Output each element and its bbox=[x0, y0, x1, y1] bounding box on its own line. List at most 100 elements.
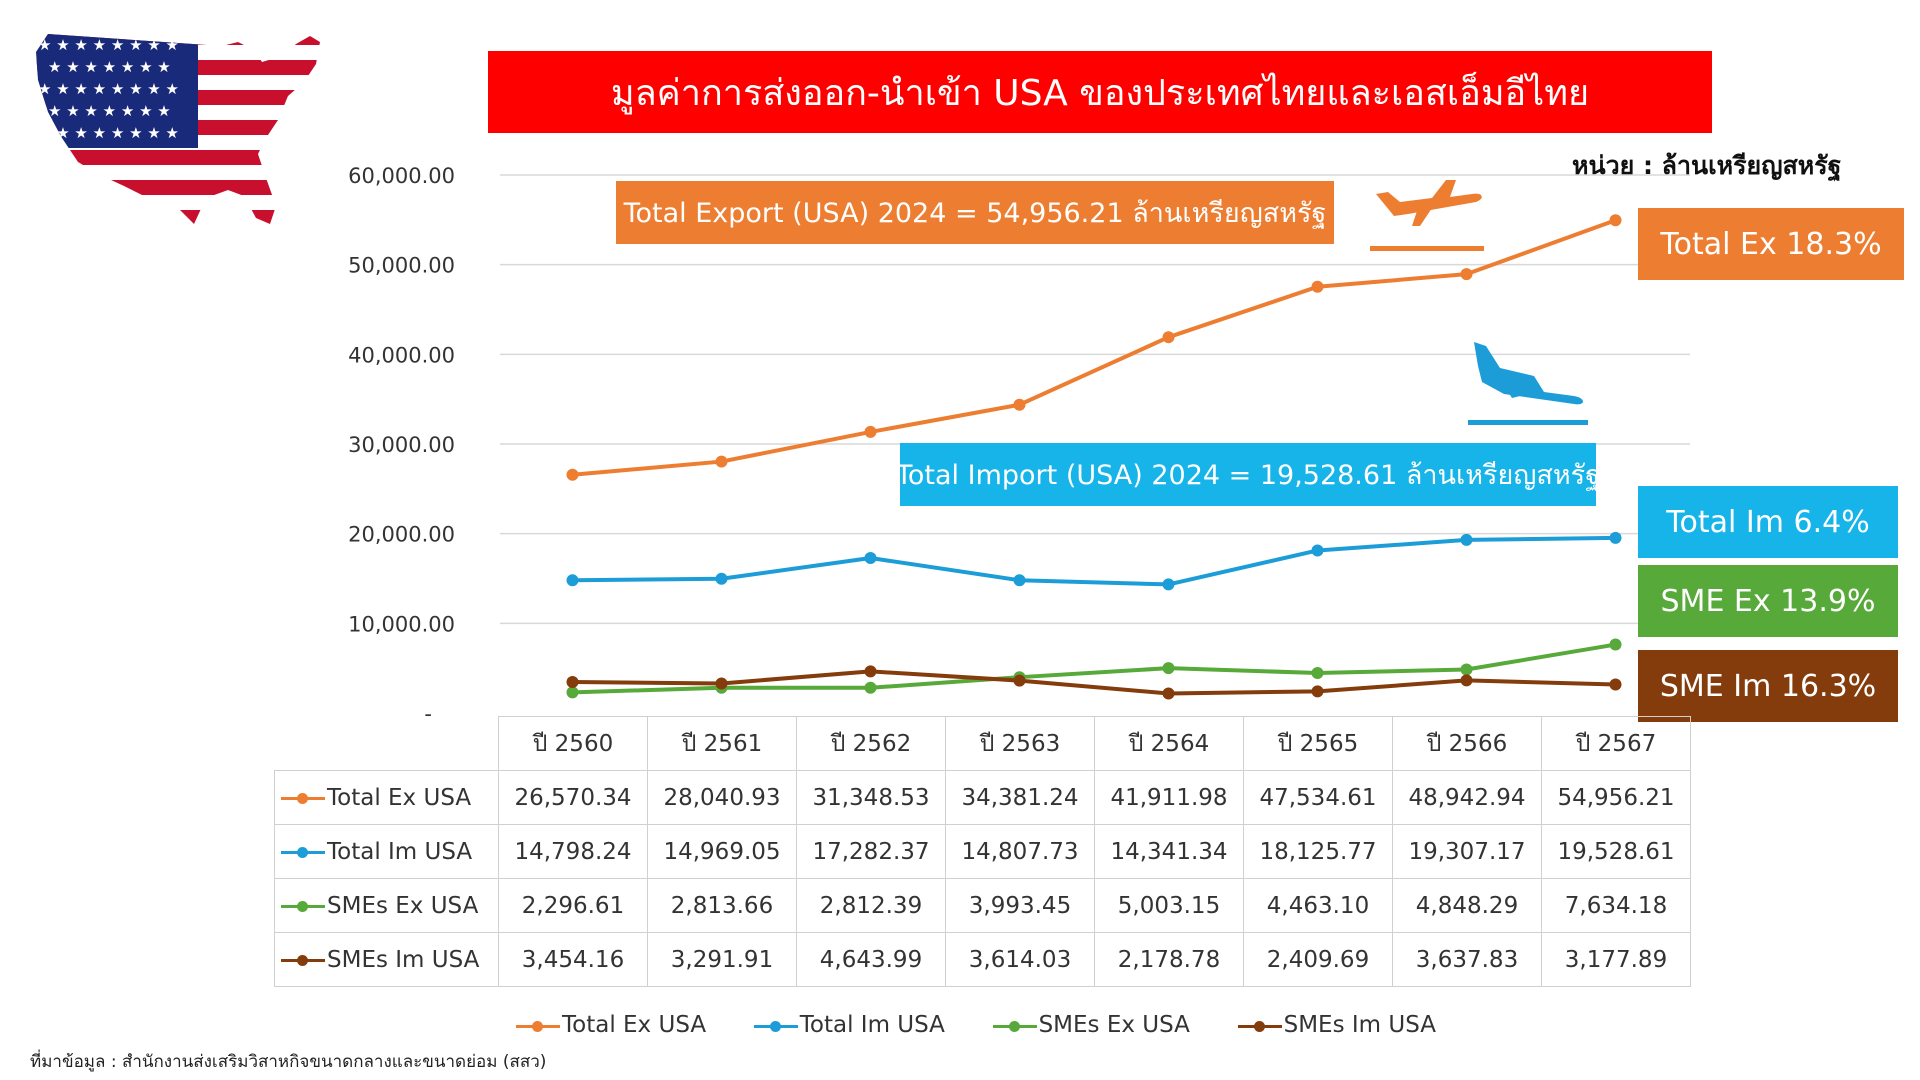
legend-key-icon bbox=[1237, 1020, 1282, 1032]
total-ex-growth-badge: Total Ex 18.3% bbox=[1638, 208, 1904, 280]
svg-text:★ ★ ★ ★ ★ ★ ★: ★ ★ ★ ★ ★ ★ ★ bbox=[48, 58, 171, 76]
svg-text:★ ★ ★ ★ ★ ★ ★: ★ ★ ★ ★ ★ ★ ★ bbox=[48, 102, 171, 120]
data-point bbox=[566, 468, 579, 481]
data-point bbox=[1311, 685, 1324, 698]
data-point bbox=[1013, 574, 1026, 587]
series-key-icon bbox=[281, 954, 325, 966]
data-point bbox=[715, 677, 728, 690]
data-point bbox=[1162, 578, 1175, 591]
data-label: 2,813.66 bbox=[647, 878, 797, 933]
data-point bbox=[1460, 533, 1473, 546]
data-point bbox=[1311, 666, 1324, 679]
data-point bbox=[1162, 662, 1175, 675]
data-table: ปี 2560 ปี 2561 ปี 2562 ปี 2563 ปี 2564 ปี 25… bbox=[274, 716, 1691, 987]
data-label: 3,614.03 bbox=[945, 932, 1095, 987]
data-label: 4,848.29 bbox=[1392, 878, 1542, 933]
y-tick-label: 20,000.00 bbox=[348, 523, 455, 547]
data-label: 14,969.05 bbox=[647, 824, 797, 879]
x-tick-label: ปี 2562 bbox=[796, 716, 946, 771]
series-name: SMEs Ex USA bbox=[327, 892, 479, 919]
airplane-departure-icon bbox=[1370, 180, 1484, 251]
y-tick-label: 10,000.00 bbox=[348, 612, 455, 636]
table-header-row: ปี 2560 ปี 2561 ปี 2562 ปี 2563 ปี 2564 ปี 25… bbox=[274, 716, 1691, 771]
data-label: 2,409.69 bbox=[1243, 932, 1393, 987]
legend-item: SMEs Im USA bbox=[1237, 1012, 1436, 1038]
y-tick-label: 60,000.00 bbox=[348, 164, 455, 188]
data-point bbox=[1311, 544, 1324, 557]
data-point bbox=[864, 665, 877, 678]
legend-item: Total Ex USA bbox=[516, 1012, 706, 1038]
data-point bbox=[864, 425, 877, 438]
legend-item: Total Im USA bbox=[753, 1012, 945, 1038]
y-tick-label: 40,000.00 bbox=[348, 343, 455, 367]
data-label: 31,348.53 bbox=[796, 770, 946, 825]
data-point bbox=[566, 676, 579, 689]
x-tick-label: ปี 2566 bbox=[1392, 716, 1542, 771]
data-point bbox=[1609, 678, 1622, 691]
data-label: 2,178.78 bbox=[1094, 932, 1244, 987]
x-tick-label: ปี 2561 bbox=[647, 716, 797, 771]
data-label: 4,643.99 bbox=[796, 932, 946, 987]
data-label: 54,956.21 bbox=[1541, 770, 1691, 825]
y-tick-label: 30,000.00 bbox=[348, 433, 455, 457]
series-label: Total Im USA bbox=[274, 824, 499, 879]
legend-key-icon bbox=[992, 1020, 1037, 1032]
y-tick-label: - bbox=[424, 702, 432, 726]
series-line-0 bbox=[572, 218, 1617, 477]
data-point bbox=[715, 455, 728, 468]
table-row: SMEs Ex USA 2,296.61 2,813.66 2,812.39 3,993… bbox=[274, 878, 1691, 933]
series-name: SMEs Im USA bbox=[327, 946, 480, 973]
data-label: 19,528.61 bbox=[1541, 824, 1691, 879]
data-label: 3,454.16 bbox=[498, 932, 648, 987]
data-point bbox=[1013, 398, 1026, 411]
data-point bbox=[1609, 638, 1622, 651]
total-im-growth-badge: Total Im 6.4% bbox=[1638, 486, 1898, 558]
series-label: Total Ex USA bbox=[274, 770, 499, 825]
data-point bbox=[1162, 331, 1175, 344]
data-point bbox=[1460, 663, 1473, 676]
table-row: Total Im USA 14,798.24 14,969.05 17,282.37 1… bbox=[274, 824, 1691, 879]
airplane-arrival-icon bbox=[1468, 342, 1588, 425]
series-key-icon bbox=[281, 792, 325, 804]
y-tick-label: 50,000.00 bbox=[348, 254, 455, 278]
sme-im-growth-badge: SME Im 16.3% bbox=[1638, 650, 1898, 722]
sme-ex-growth-badge: SME Ex 13.9% bbox=[1638, 565, 1898, 637]
data-label: 47,534.61 bbox=[1243, 770, 1393, 825]
series-key-icon bbox=[281, 900, 325, 912]
x-tick-label: ปี 2563 bbox=[945, 716, 1095, 771]
chart-legend: Total Ex USA Total Im USA SMEs Ex USA SMEs … bbox=[516, 1012, 1436, 1038]
legend-key-icon bbox=[516, 1020, 560, 1032]
data-point bbox=[864, 681, 877, 694]
series-label: SMEs Ex USA bbox=[274, 878, 499, 933]
data-label: 5,003.15 bbox=[1094, 878, 1244, 933]
series-line-3 bbox=[572, 669, 1616, 696]
data-point bbox=[1609, 531, 1622, 544]
data-point bbox=[1460, 674, 1473, 687]
data-label: 2,296.61 bbox=[498, 878, 648, 933]
import-callout: Total Import (USA) 2024 = 19,528.61 ล้าน… bbox=[896, 443, 1600, 506]
table-corner bbox=[274, 716, 499, 771]
series-name: Total Im USA bbox=[327, 838, 473, 865]
data-point bbox=[1013, 674, 1026, 687]
data-label: 18,125.77 bbox=[1243, 824, 1393, 879]
data-label: 28,040.93 bbox=[647, 770, 797, 825]
svg-text:★ ★ ★ ★ ★ ★ ★ ★: ★ ★ ★ ★ ★ ★ ★ ★ bbox=[38, 124, 179, 142]
data-label: 26,570.34 bbox=[498, 770, 648, 825]
legend-label: SMEs Ex USA bbox=[1038, 1012, 1190, 1038]
data-point bbox=[864, 552, 877, 565]
legend-item: SMEs Ex USA bbox=[992, 1012, 1190, 1038]
series-line-1 bbox=[572, 535, 1616, 587]
data-label: 34,381.24 bbox=[945, 770, 1095, 825]
data-label: 14,807.73 bbox=[945, 824, 1095, 879]
data-label: 3,637.83 bbox=[1392, 932, 1542, 987]
x-tick-label: ปี 2567 bbox=[1541, 716, 1691, 771]
data-label: 17,282.37 bbox=[796, 824, 946, 879]
series-label: SMEs Im USA bbox=[274, 932, 499, 987]
data-point bbox=[566, 574, 579, 587]
legend-label: Total Im USA bbox=[799, 1012, 945, 1038]
data-label: 2,812.39 bbox=[796, 878, 946, 933]
usa-flag-map-icon: ★ ★ ★ ★ ★ ★ ★ ★ ★ ★ ★ ★ ★ ★ ★ ★ ★ ★ ★ ★ … bbox=[36, 34, 320, 224]
data-label: 3,993.45 bbox=[945, 878, 1095, 933]
data-point bbox=[566, 686, 579, 699]
